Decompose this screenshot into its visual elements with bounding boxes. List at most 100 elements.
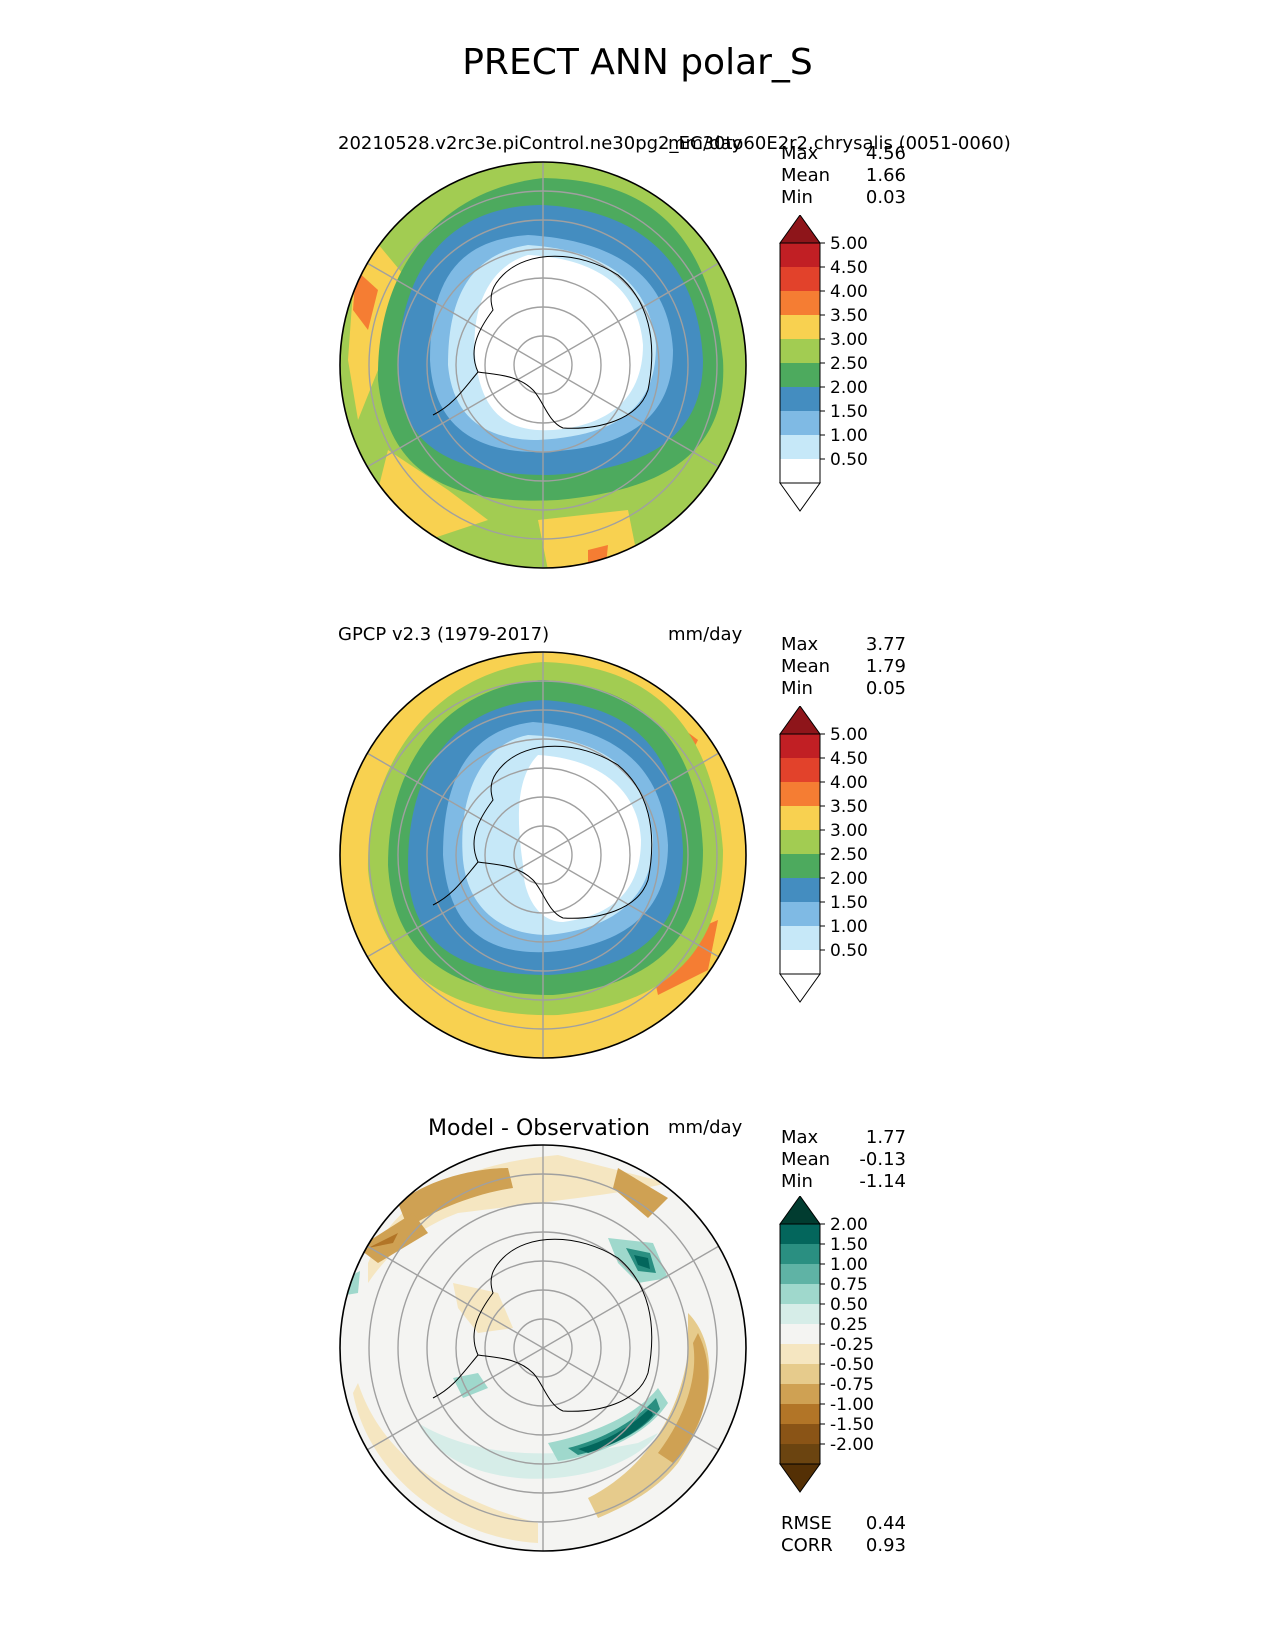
colorbar-swatch bbox=[780, 1224, 820, 1244]
colorbar-tick-label: 1.50 bbox=[830, 893, 868, 913]
corr-label: CORR bbox=[781, 1535, 833, 1556]
colorbar-swatch bbox=[780, 363, 820, 387]
colorbar-swatch bbox=[780, 387, 820, 411]
panel3-stat-min-value: -1.14 bbox=[859, 1171, 906, 1192]
colorbar-tick-label: 3.50 bbox=[830, 306, 868, 326]
colorbar-swatches bbox=[779, 706, 821, 1003]
map-boundary bbox=[339, 161, 747, 569]
colorbar-tick-label: -1.00 bbox=[830, 1395, 874, 1415]
field-negative-band bbox=[353, 1383, 538, 1543]
antarctica-coastline bbox=[432, 255, 653, 429]
panel3-title: Model - Observation bbox=[428, 1116, 650, 1141]
graticule bbox=[366, 1145, 720, 1551]
colorbar-tick-label: 2.00 bbox=[830, 869, 868, 889]
colorbar-under-extension bbox=[779, 973, 821, 1003]
panel2-polar-map bbox=[339, 651, 747, 1059]
colorbar-swatch bbox=[780, 830, 820, 854]
colorbar-tick-label: 1.00 bbox=[830, 426, 868, 446]
field-positive-anomaly bbox=[634, 1255, 650, 1269]
colorbar-swatch bbox=[780, 926, 820, 950]
colorbar-swatch bbox=[780, 243, 820, 267]
colorbar-swatch bbox=[780, 1384, 820, 1404]
panel1-stat-min-label: Min bbox=[781, 187, 813, 208]
colorbar-swatch bbox=[780, 1264, 820, 1284]
colorbar-tick-label: 3.00 bbox=[830, 330, 868, 350]
panel3-colorbar: -2.00-1.50-1.00-0.75-0.50-0.250.250.500.… bbox=[779, 1196, 874, 1493]
colorbar-swatch bbox=[780, 1304, 820, 1324]
panel2-title-left: GPCP v2.3 (1979-2017) bbox=[338, 624, 550, 645]
colorbar-tick-label: 5.00 bbox=[830, 234, 868, 254]
figure-title: PRECT ANN polar_S bbox=[462, 42, 813, 83]
colorbar-swatch bbox=[780, 1444, 820, 1464]
panel2-units: mm/day bbox=[668, 624, 743, 645]
rmse-label: RMSE bbox=[781, 1513, 832, 1534]
colorbar-tick-label: 1.50 bbox=[830, 402, 868, 422]
colorbar-tick-label: 0.75 bbox=[830, 1275, 868, 1295]
field-negative-anomaly bbox=[613, 1168, 668, 1218]
colorbar-over-extension bbox=[779, 215, 821, 244]
colorbar-tick-label: 1.00 bbox=[830, 917, 868, 937]
field-positive-anomaly bbox=[568, 1398, 660, 1455]
colorbar-tick-label: 4.00 bbox=[830, 773, 868, 793]
colorbar-swatch bbox=[780, 734, 820, 758]
colorbar-tick-label: 3.50 bbox=[830, 797, 868, 817]
panel3-stat-mean-label: Mean bbox=[781, 1149, 831, 1170]
field-negative-anomaly bbox=[658, 1333, 709, 1463]
field-positive-anomaly bbox=[548, 1388, 668, 1461]
colorbar-swatch bbox=[780, 1364, 820, 1384]
colorbar-swatch bbox=[780, 315, 820, 339]
colorbar-swatch bbox=[780, 1424, 820, 1444]
colorbar-tick-label: 2.50 bbox=[830, 845, 868, 865]
panel1-polar-map bbox=[339, 161, 747, 569]
colorbar-ticks: 0.50 1.00 1.50 2.00 2.50 3.00 3.50 4.00 4.50 5.00 bbox=[820, 234, 868, 470]
antarctica-coastline bbox=[432, 745, 653, 919]
colorbar-tick-label: -1.50 bbox=[830, 1415, 874, 1435]
colorbar-swatch bbox=[780, 1244, 820, 1264]
colorbar-swatch bbox=[780, 854, 820, 878]
panel3-units: mm/day bbox=[668, 1117, 743, 1138]
colorbar-tick-label: 4.00 bbox=[830, 282, 868, 302]
panel2-stat-mean-label: Mean bbox=[781, 656, 831, 677]
colorbar-over-extension bbox=[779, 1196, 821, 1225]
colorbar-tick-label: 4.50 bbox=[830, 749, 868, 769]
colorbar-tick-label: 0.25 bbox=[830, 1315, 868, 1335]
panel1-stat-min-value: 0.03 bbox=[865, 187, 906, 208]
colorbar-swatch bbox=[780, 782, 820, 806]
colorbar-swatches bbox=[779, 215, 821, 512]
colorbar-tick-label: 4.50 bbox=[830, 258, 868, 278]
field-band-0-0.5 bbox=[474, 255, 643, 431]
corr-value: 0.93 bbox=[865, 1535, 906, 1556]
field-very-high-precip-region bbox=[353, 270, 378, 330]
panel3-stat-min-label: Min bbox=[781, 1171, 813, 1192]
panel3-stat-max-value: 1.77 bbox=[865, 1127, 906, 1148]
panel2-stat-min-label: Min bbox=[781, 678, 813, 699]
colorbar-ticks: -2.00-1.50-1.00-0.75-0.50-0.250.250.500.… bbox=[820, 1215, 874, 1455]
colorbar-swatch bbox=[780, 902, 820, 926]
antarctica-coastline bbox=[432, 1238, 653, 1412]
panel2-colorbar: 0.50 1.00 1.50 2.00 2.50 3.00 3.50 4.00 4.50 5.00 bbox=[779, 706, 868, 1003]
colorbar-swatch bbox=[780, 339, 820, 363]
colorbar-under-extension bbox=[779, 482, 821, 512]
colorbar-over-extension bbox=[779, 706, 821, 735]
colorbar-tick-label: 5.00 bbox=[830, 725, 868, 745]
colorbar-tick-label: 0.50 bbox=[830, 1295, 868, 1315]
colorbar-swatches bbox=[779, 1196, 821, 1493]
colorbar-swatch bbox=[780, 878, 820, 902]
panel1-stat-max-label: Max bbox=[781, 143, 819, 164]
map-boundary bbox=[339, 1144, 747, 1552]
colorbar-tick-label: -2.00 bbox=[830, 1435, 874, 1455]
colorbar-tick-label: 0.50 bbox=[830, 941, 868, 961]
colorbar-swatch bbox=[780, 459, 820, 483]
field-negative-anomaly bbox=[368, 1233, 398, 1248]
graticule bbox=[366, 652, 720, 1058]
field-positive-anomaly bbox=[578, 1408, 653, 1453]
graticule bbox=[366, 162, 720, 568]
colorbar-swatch bbox=[780, 1284, 820, 1304]
colorbar-tick-label: 2.00 bbox=[830, 378, 868, 398]
panel2-stat-min-value: 0.05 bbox=[865, 678, 906, 699]
colorbar-swatch bbox=[780, 806, 820, 830]
colorbar-swatch bbox=[780, 1344, 820, 1364]
colorbar-tick-label: -0.25 bbox=[830, 1335, 874, 1355]
colorbar-swatch bbox=[780, 758, 820, 782]
panel1-stat-mean-label: Mean bbox=[781, 165, 831, 186]
